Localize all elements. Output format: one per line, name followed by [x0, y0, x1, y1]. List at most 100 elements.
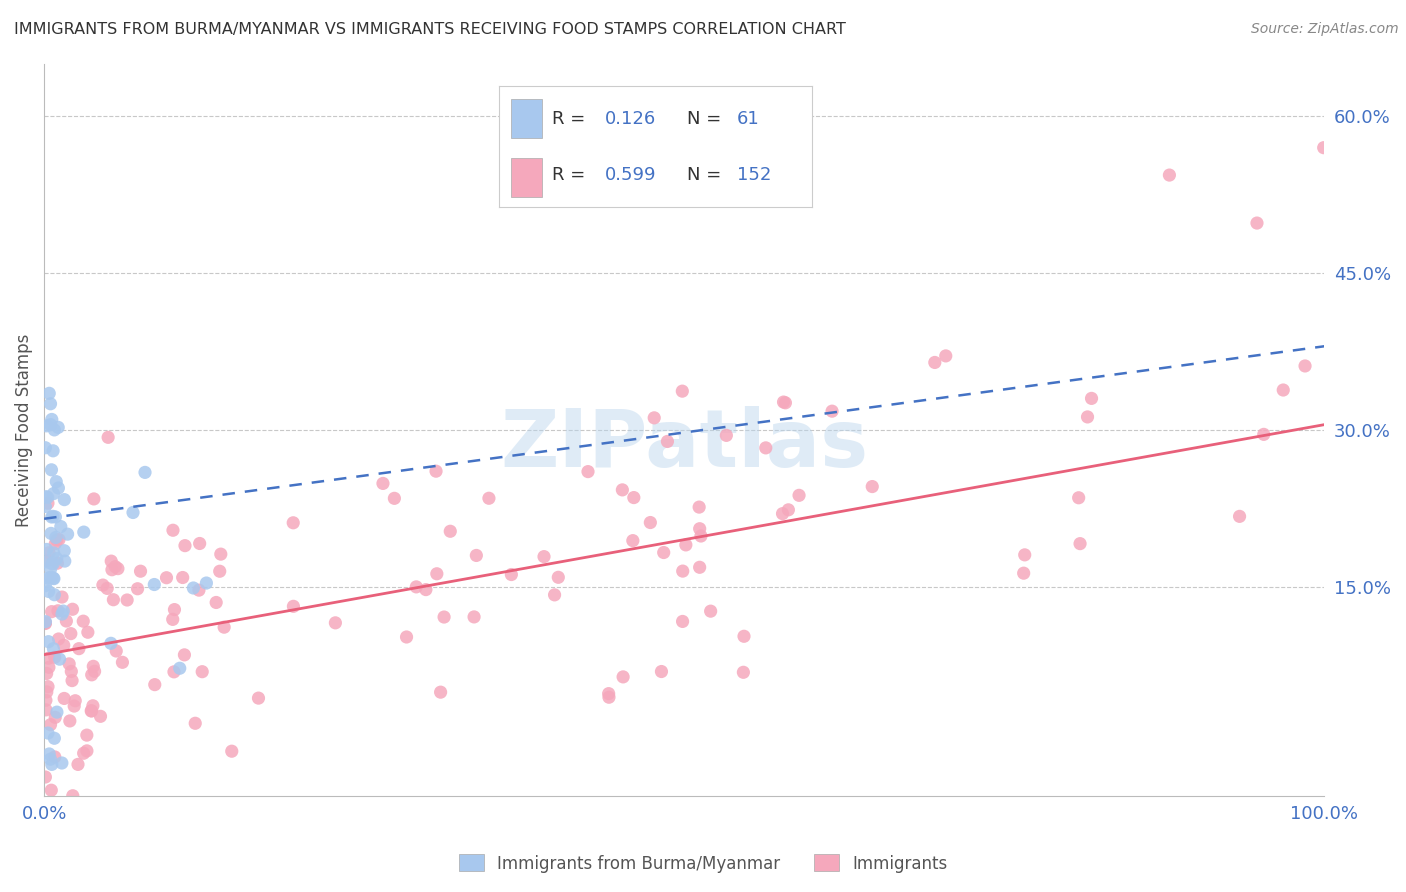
Point: [73, 525, 96, 540]
Point: [38, 584, 60, 599]
Point: [34, 770, 56, 784]
Point: [44, 536, 66, 550]
Point: [778, 503, 800, 517]
Point: [41, 463, 63, 477]
Point: [38, 546, 60, 560]
Point: [143, 678, 166, 692]
Point: [184, 716, 207, 731]
Point: [699, 604, 721, 618]
Point: [80, 704, 103, 718]
Point: [46, 420, 69, 434]
Point: [643, 410, 665, 425]
Point: [104, 559, 127, 574]
Point: [41, 557, 63, 571]
Point: [195, 576, 218, 591]
Point: [283, 516, 305, 530]
Point: [35, 703, 58, 717]
Point: [671, 384, 693, 399]
Point: [62, 789, 84, 803]
Point: [48, 652, 70, 666]
Point: [35, 666, 58, 681]
Point: [38, 386, 60, 401]
Point: [51, 607, 73, 621]
Point: [39, 397, 62, 411]
Point: [675, 538, 697, 552]
Point: [48, 632, 70, 646]
Point: [59, 626, 82, 640]
Point: [80, 704, 103, 718]
Point: [83, 665, 105, 679]
Point: [134, 466, 156, 480]
Point: [45, 533, 67, 548]
Point: [772, 507, 794, 521]
Point: [163, 665, 186, 679]
Point: [96, 582, 118, 596]
Point: [111, 656, 134, 670]
Point: [59, 714, 82, 728]
Point: [433, 610, 456, 624]
Point: [38, 747, 60, 761]
Point: [66, 757, 89, 772]
Point: [1159, 168, 1181, 182]
Point: [46, 604, 69, 618]
Point: [80, 668, 103, 682]
Point: [1229, 509, 1251, 524]
Point: [283, 599, 305, 614]
Text: IMMIGRANTS FROM BURMA/MYANMAR VS IMMIGRANTS RECEIVING FOOD STAMPS CORRELATION CH: IMMIGRANTS FROM BURMA/MYANMAR VS IMMIGRA…: [14, 22, 846, 37]
Point: [44, 510, 66, 524]
Point: [209, 547, 232, 561]
Point: [39, 562, 62, 576]
Point: [689, 522, 711, 536]
Point: [172, 570, 194, 584]
Point: [37, 634, 59, 648]
Point: [53, 554, 76, 568]
Point: [191, 665, 214, 679]
Point: [690, 529, 713, 543]
Point: [60, 665, 83, 679]
Point: [89, 709, 111, 723]
Point: [143, 577, 166, 591]
Point: [122, 506, 145, 520]
Point: [208, 564, 231, 578]
Point: [547, 570, 569, 584]
Point: [425, 464, 447, 478]
Point: [612, 483, 634, 497]
Point: [37, 726, 59, 740]
Point: [221, 744, 243, 758]
Point: [76, 744, 98, 758]
Point: [42, 557, 65, 571]
Point: [188, 536, 211, 550]
Point: [621, 533, 644, 548]
Point: [429, 685, 451, 699]
Point: [163, 602, 186, 616]
Point: [478, 491, 501, 506]
Point: [652, 545, 675, 559]
Point: [37, 680, 59, 694]
Point: [53, 691, 76, 706]
Point: [1067, 491, 1090, 505]
Point: [623, 491, 645, 505]
Point: [325, 615, 347, 630]
Point: [72, 614, 94, 628]
Point: [76, 728, 98, 742]
Point: [501, 567, 523, 582]
Point: [688, 500, 710, 515]
Point: [576, 465, 599, 479]
Point: [83, 491, 105, 506]
Point: [45, 475, 67, 489]
Point: [52, 604, 75, 618]
Point: [44, 710, 66, 724]
Point: [60, 673, 83, 688]
Point: [115, 593, 138, 607]
Point: [755, 441, 778, 455]
Point: [173, 648, 195, 662]
Point: [44, 750, 66, 764]
Point: [107, 561, 129, 575]
Point: [212, 620, 235, 634]
Point: [935, 349, 957, 363]
Point: [34, 615, 56, 630]
Point: [1312, 141, 1334, 155]
Point: [169, 661, 191, 675]
Point: [1076, 409, 1098, 424]
Point: [405, 580, 427, 594]
